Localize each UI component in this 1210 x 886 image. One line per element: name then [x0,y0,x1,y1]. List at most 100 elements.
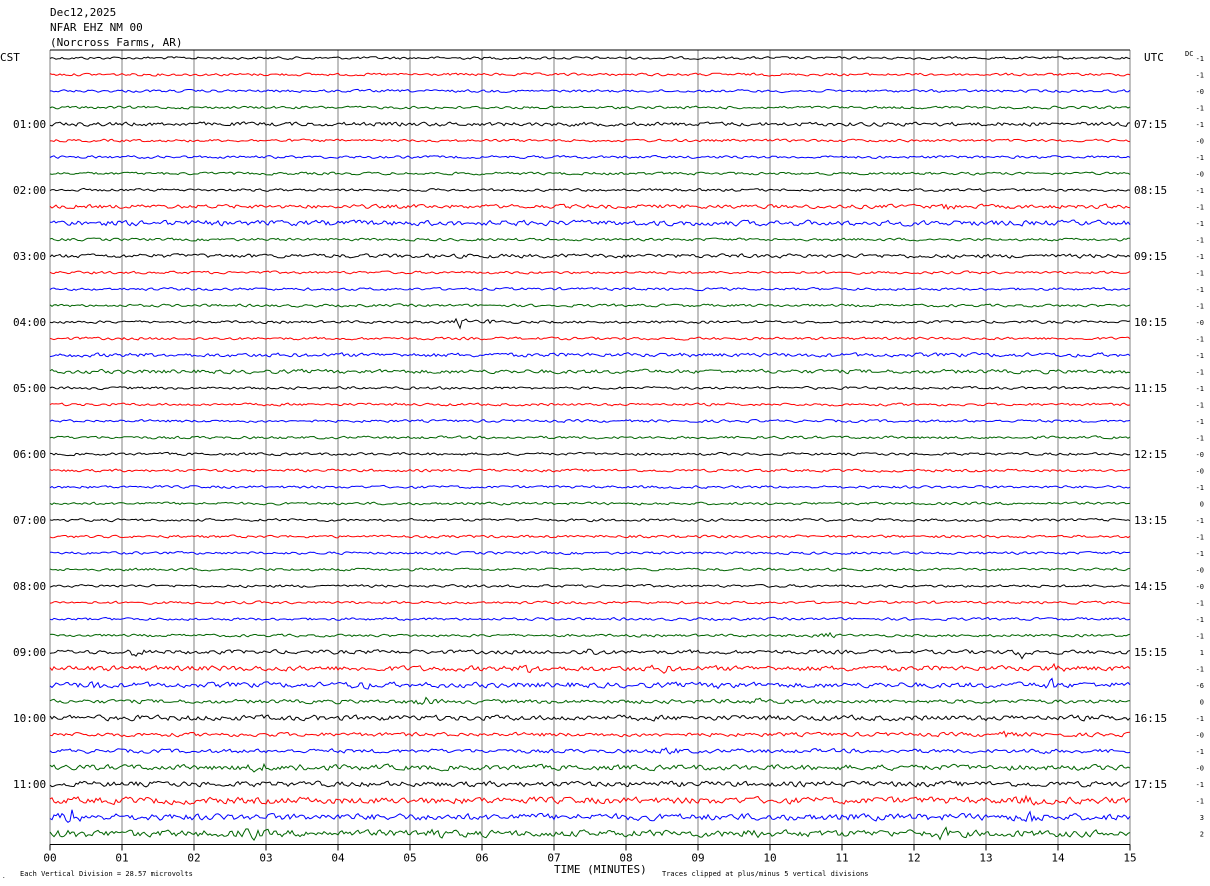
dc-offset-value: -1 [1196,72,1204,80]
dc-offset-value: -1 [1196,105,1204,113]
dc-offset-value: -1 [1196,220,1204,228]
seismic-trace-21 [49,402,1131,407]
dc-offset-value: -0 [1196,88,1204,96]
scale-note: Each Vertical Division = 28.57 microvolt… [20,870,193,878]
dc-offset-value: -1 [1196,616,1204,624]
dc-offset-value: 0 [1200,699,1204,707]
seismic-trace-28 [49,517,1131,523]
seismic-trace-14 [49,286,1131,292]
x-tick-label: 04 [331,852,345,865]
seismic-trace-18 [49,352,1131,358]
dc-offset-value: 2 [1200,831,1204,839]
cst-hour-label: 04:00 [13,316,46,329]
seismic-trace-6 [49,154,1131,160]
right-timezone-label: UTC [1144,51,1164,64]
x-tick-label: 03 [259,852,272,865]
utc-hour-label: 07:15 [1134,118,1167,131]
seismic-trace-7 [49,171,1131,176]
dc-offset-value: -6 [1196,682,1204,690]
utc-hour-label: 12:15 [1134,448,1167,461]
utc-hour-label: 10:15 [1134,316,1167,329]
dc-offset-value: -0 [1196,583,1204,591]
x-tick-label: 11 [835,852,848,865]
seismic-trace-16 [49,317,1131,330]
header-location: (Norcross Farms, AR) [50,36,182,49]
utc-hour-label: 14:15 [1134,580,1167,593]
dc-offset-value: -1 [1196,402,1204,410]
seismic-trace-32 [49,583,1131,589]
seismic-trace-38 [49,677,1131,690]
seismic-trace-0 [49,56,1131,61]
dc-offset-value: -0 [1196,319,1204,327]
dc-offset-value: -0 [1196,451,1204,459]
seismic-trace-47 [49,826,1131,841]
dc-offset-value: -1 [1196,286,1204,294]
cst-hour-label: 05:00 [13,382,46,395]
dc-offset-value: -1 [1196,600,1204,608]
dc-offset-value: 1 [1200,649,1204,657]
dc-offset-value: -1 [1196,369,1204,377]
trace-layer [49,56,1131,841]
dc-offset-value: -1 [1196,336,1204,344]
seismic-trace-1 [49,72,1131,77]
x-tick-label: 00 [43,852,56,865]
seismic-trace-30 [50,550,1131,556]
x-tick-label: 10 [763,852,776,865]
seismic-trace-17 [49,336,1131,341]
seismic-trace-41 [49,730,1131,738]
seismic-trace-24 [49,451,1131,457]
dc-offset-value: -1 [1196,484,1204,492]
x-tick-label: 09 [691,852,704,865]
seismic-trace-31 [49,567,1131,572]
dc-offset-value: -1 [1196,204,1204,212]
seismic-trace-8 [49,187,1131,193]
x-tick-label: 07 [547,852,560,865]
dc-offset-value: -1 [1196,435,1204,443]
time-labels: 01:00 07:15 02:00 08:15 03:00 09:15 04:00 10:15… [13,118,1167,791]
utc-hour-label: 15:15 [1134,646,1167,659]
seismic-trace-40 [49,714,1131,722]
x-tick-label: 06 [475,852,488,865]
x-tick-label: 14 [1051,852,1065,865]
cst-hour-label: 03:00 [13,250,46,263]
seismic-trace-22 [49,418,1131,424]
dc-offset-value: -1 [1196,418,1204,426]
seismic-trace-29 [49,534,1131,539]
seismic-trace-12 [49,253,1131,259]
dc-offset-column: -1 -1 -0 -1 -1 -0 -1 -0 -1 -1 -1 -1 -1 -1 -1 -1 -0 -1 -1 -1… [1196,55,1204,839]
cst-hour-label: 08:00 [13,580,46,593]
seismic-trace-39 [49,696,1131,705]
seismic-trace-36 [49,648,1131,660]
dc-offset-value: -0 [1196,567,1204,575]
cst-hour-label: 09:00 [13,646,46,659]
header-date: Dec12,2025 [50,6,116,19]
dc-offset-value: -0 [1196,171,1204,179]
x-tick-label: 02 [187,852,200,865]
seismic-trace-45 [49,794,1131,806]
seismic-trace-20 [49,385,1131,391]
seismic-trace-19 [49,368,1131,375]
dc-offset-value: -1 [1196,715,1204,723]
dc-offset-value: -0 [1196,732,1204,740]
seismic-trace-43 [49,762,1131,773]
seismic-trace-23 [49,435,1131,440]
seismic-trace-13 [49,270,1131,275]
x-tick-label: 12 [907,852,920,865]
seismic-trace-34 [49,616,1131,622]
dc-offset-value: -1 [1196,550,1204,558]
seismic-trace-37 [49,662,1131,674]
dc-offset-value: -1 [1196,798,1204,806]
header-station: NFAR EHZ NM 00 [50,21,143,34]
dc-offset-value: -1 [1196,270,1204,278]
dc-offset-value: 0 [1200,501,1204,509]
utc-hour-label: 11:15 [1134,382,1167,395]
seismic-trace-42 [49,747,1131,755]
utc-hour-label: 09:15 [1134,250,1167,263]
dc-offset-value: -1 [1196,253,1204,261]
dc-offset-value: -1 [1196,666,1204,674]
x-tick-label: 13 [979,852,992,865]
seismic-trace-27 [49,501,1131,506]
cst-hour-label: 11:00 [13,778,46,791]
dc-offset-value: -1 [1196,55,1204,63]
